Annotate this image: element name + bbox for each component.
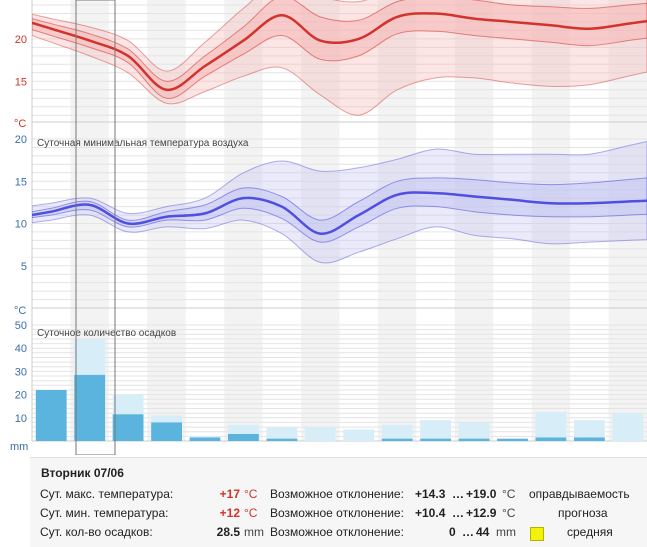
precip-bar — [74, 374, 106, 441]
deviation-sep: … — [462, 525, 474, 539]
max-temp-line — [32, 12, 647, 92]
precip-unit-label: mm — [244, 525, 264, 539]
y-tick-label: 10 — [15, 413, 27, 425]
day-stripe — [224, 0, 263, 441]
y-tick-label: 50 — [15, 320, 27, 332]
accuracy-label: прогноза — [558, 506, 608, 520]
min-temp-value: +12 — [219, 506, 240, 520]
possible-precip-bar — [343, 429, 375, 441]
possible-precip-bar — [535, 412, 567, 441]
precip-bar — [381, 438, 413, 441]
row-label: Сут. макс. температура: — [40, 487, 174, 501]
accuracy-value: средняя — [567, 525, 613, 539]
possible-precip-bar — [612, 413, 644, 441]
precip-bar — [420, 438, 451, 441]
deviation-label: Возможное отклонение: — [270, 487, 404, 501]
inner-deviation-band — [32, 0, 647, 99]
deviation-sep: … — [452, 506, 464, 520]
precip-bar — [535, 437, 567, 441]
day-info-panel: Вторник 07/06 Сут. макс. температура: +1… — [30, 457, 647, 547]
precip-bar — [151, 422, 182, 441]
precip-bar — [497, 438, 528, 441]
y-tick-label: 20 — [15, 34, 27, 46]
outer-deviation-band — [32, 140, 647, 264]
y-tick-label: 5 — [21, 261, 27, 273]
deviation-unit: mm — [496, 525, 516, 539]
selected-day-highlight[interactable] — [75, 0, 116, 455]
day-stripe — [454, 0, 494, 441]
forecast-charts: 15 20 5 10 15 20 10 20 30 40 50 Суточная минимальн… — [10, 0, 647, 455]
possible-precip-bar — [458, 422, 490, 441]
deviation-low: +10.4 — [415, 506, 446, 520]
deviation-sep: … — [452, 487, 464, 501]
day-title: Вторник 07/06 — [41, 466, 124, 480]
max-temp-row: Сут. макс. температура: +17 °C Возможное… — [30, 487, 647, 505]
row-label: Сут. мин. температура: — [40, 506, 169, 520]
possible-precip-bar — [266, 427, 298, 441]
precip-bar — [35, 390, 67, 441]
min-temp-panel — [32, 140, 647, 264]
accuracy-label: оправдываемость — [529, 487, 630, 501]
precip-bar — [112, 414, 144, 441]
deviation-high: +12.9 — [466, 506, 497, 520]
precip-value: 28.5 — [216, 525, 240, 539]
max-temp-unit-label: °C — [244, 487, 258, 501]
deviation-label: Возможное отклонение: — [270, 525, 404, 539]
max-temp-panel — [32, 0, 647, 116]
y-tick-label: 20 — [15, 390, 27, 402]
deviation-high: +19.0 — [466, 487, 497, 501]
y-tick-label: 15 — [15, 176, 27, 188]
inner-deviation-band — [32, 177, 647, 243]
min-temp-unit: °C — [14, 305, 26, 317]
max-temp-value: +17 — [219, 487, 240, 501]
precip-panel-title: Суточное количество осадков — [37, 328, 176, 339]
row-label: Сут. кол-во осадков: — [40, 525, 153, 539]
min-temp-line — [32, 191, 647, 235]
y-tick-label: 15 — [15, 76, 27, 88]
min-temp-row: Сут. мин. температура: +12 °C Возможное … — [30, 506, 647, 524]
day-stripe — [377, 0, 417, 441]
deviation-low: +14.3 — [415, 487, 446, 501]
deviation-high: 44 — [476, 525, 490, 539]
possible-precip-bar — [304, 427, 336, 441]
accuracy-swatch — [530, 527, 544, 541]
max-temp-unit: °C — [14, 118, 26, 130]
precip-unit: mm — [10, 441, 28, 453]
day-stripe — [608, 0, 647, 441]
precip-bar — [574, 437, 605, 441]
y-tick-label: 10 — [15, 219, 27, 231]
precip-bar — [189, 437, 221, 441]
possible-precip-bar — [420, 420, 451, 441]
precip-bar — [266, 438, 298, 441]
possible-precip-bar — [381, 424, 413, 441]
y-tick-label: 20 — [15, 134, 27, 146]
precip-bar — [458, 438, 490, 441]
min-temp-unit-label: °C — [244, 506, 258, 520]
possible-precip-bar — [574, 420, 605, 441]
deviation-unit: °C — [502, 506, 516, 520]
y-tick-label: 40 — [15, 343, 27, 355]
day-stripe — [531, 0, 571, 441]
precip-bar — [228, 434, 259, 441]
precip-row: Сут. кол-во осадков: 28.5 mm Возможное о… — [30, 525, 647, 543]
y-tick-labels: 15 20 5 10 15 20 10 20 30 40 50 — [15, 34, 27, 425]
day-stripes — [70, 0, 647, 441]
deviation-unit: °C — [502, 487, 516, 501]
y-tick-label: 30 — [15, 366, 27, 378]
deviation-label: Возможное отклонение: — [270, 506, 404, 520]
deviation-low: 0 — [449, 525, 456, 539]
precip-panel — [35, 338, 644, 441]
min-temp-panel-title: Суточная минимальная температура воздуха — [37, 138, 249, 149]
